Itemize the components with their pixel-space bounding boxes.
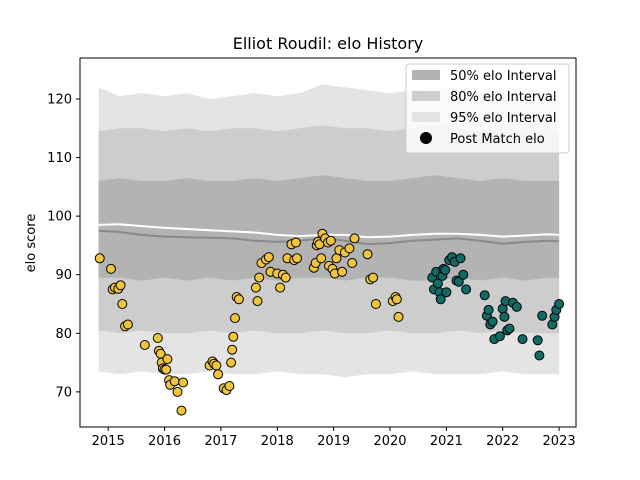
post-match-elo-point [290, 237, 301, 248]
post-match-elo-point-recent [483, 304, 494, 315]
post-match-elo-point [349, 233, 360, 244]
post-match-elo-point [94, 253, 105, 264]
post-match-elo-point [233, 294, 244, 305]
post-match-elo-point-recent [554, 299, 565, 309]
post-match-elo-point-recent [487, 316, 498, 327]
post-match-elo-point [227, 344, 238, 355]
x-tick-label: 2023 [543, 434, 576, 449]
y-tick-label: 70 [55, 385, 72, 400]
legend: 50% elo Interval 80% elo Interval 95% el… [405, 63, 570, 154]
post-match-elo-point-recent [532, 335, 543, 346]
post-match-elo-point [169, 376, 180, 387]
post-match-elo-point-recent [461, 284, 472, 295]
post-match-elo-point [362, 249, 373, 260]
chart-title: Elliot Roudil: elo History [233, 34, 424, 53]
post-match-elo-point [115, 280, 126, 291]
post-match-elo-point [393, 311, 404, 322]
post-match-elo-point [230, 313, 240, 324]
x-tick-label: 2019 [317, 434, 350, 449]
x-tick-label: 2018 [261, 434, 294, 449]
post-match-elo-point-recent [511, 301, 522, 312]
post-match-elo-point [106, 263, 116, 274]
post-match-elo-point [213, 369, 224, 380]
post-match-elo-point [172, 386, 183, 397]
post-match-elo-point [176, 405, 187, 416]
post-match-elo-point [368, 272, 379, 283]
post-match-elo-point [292, 253, 302, 264]
post-match-elo-point-recent [458, 269, 469, 280]
legend-swatch-80-interval [412, 91, 440, 101]
post-match-elo-point-recent [499, 311, 510, 322]
legend-label-post-match-elo: Post Match elo [450, 132, 545, 147]
x-tick-label: 2022 [486, 434, 519, 449]
post-match-elo-point [325, 235, 336, 246]
post-match-elo-point-recent [534, 350, 545, 361]
legend-label-95-interval: 95% elo Interval [450, 111, 557, 126]
legend-marker-post-match-elo [420, 132, 432, 144]
post-match-elo-point [391, 294, 402, 305]
post-match-elo-point [331, 253, 342, 264]
post-match-elo-point [254, 272, 265, 283]
legend-label-50-interval: 50% elo Interval [450, 69, 557, 84]
post-match-elo-point-recent [517, 334, 528, 345]
legend-label-80-interval: 80% elo Interval [450, 90, 557, 105]
post-match-elo-point [252, 296, 263, 307]
post-match-elo-point-recent [441, 287, 452, 298]
plot-area [94, 84, 565, 416]
post-match-elo-point-recent [537, 310, 548, 321]
post-match-elo-point [250, 282, 261, 293]
x-tick-label: 2015 [92, 434, 125, 449]
x-tick-label: 2017 [204, 434, 237, 449]
y-tick-label: 120 [47, 93, 72, 108]
y-axis-label: elo score [24, 214, 39, 273]
mean-elo-line [98, 223, 560, 239]
x-tick-label: 2020 [373, 434, 406, 449]
post-match-elo-point-recent [440, 265, 451, 275]
post-match-elo-point [344, 243, 355, 254]
post-match-elo-point-recent [494, 331, 505, 342]
band-50-interval [98, 175, 560, 281]
post-match-elo-point [178, 377, 189, 388]
post-match-elo-point [280, 272, 291, 283]
post-match-elo-point [117, 299, 128, 309]
x-tick-label: 2021 [430, 434, 463, 449]
post-match-elo-point [337, 266, 348, 277]
y-tick-label: 110 [47, 151, 72, 166]
legend-frame [405, 63, 570, 154]
y-tick-label: 90 [55, 268, 72, 283]
post-match-elo-point [211, 360, 222, 371]
post-match-elo-point-recent [479, 290, 490, 301]
post-match-elo-point [139, 340, 150, 350]
post-match-elo-point [226, 357, 237, 368]
post-match-elo-point-recent [504, 323, 515, 334]
post-match-elo-point-recent [435, 294, 446, 305]
x-tick-label: 2016 [148, 434, 181, 449]
axes: 2015 2016 2017 2018 2019 2020 2021 2022 2023 70 80… [47, 93, 575, 450]
post-match-elo-point [224, 381, 235, 391]
post-match-elo-point-recent [455, 253, 466, 264]
post-match-elo-point [263, 252, 274, 263]
post-match-elo-point [275, 282, 286, 293]
plot-frame [79, 57, 577, 428]
legend-swatch-50-interval [412, 70, 440, 80]
post-match-elo-point [152, 333, 163, 343]
post-match-elo-point [370, 299, 381, 309]
post-match-elo-point [162, 354, 173, 365]
post-match-elo-point [161, 364, 172, 375]
legend-swatch-95-interval [412, 112, 440, 122]
post-match-elo-point [122, 319, 133, 330]
post-match-elo-point [347, 258, 358, 268]
post-match-elo-point [316, 253, 327, 264]
y-tick-label: 80 [55, 327, 72, 342]
post-match-elo-point-recent [453, 276, 464, 287]
post-match-elo-point [228, 331, 239, 342]
y-tick-label: 100 [47, 210, 72, 225]
